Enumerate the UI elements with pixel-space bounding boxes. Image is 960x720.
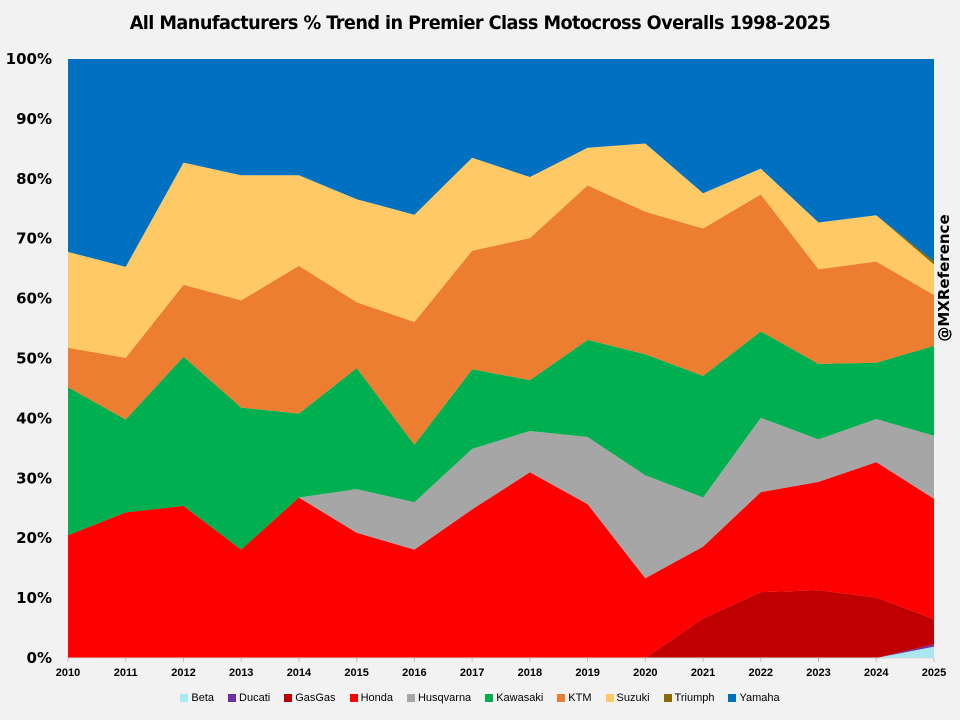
legend-item-suzuki: Suzuki [605,692,650,704]
legend-swatch [605,694,614,702]
x-tick-label: 2013 [229,667,253,679]
area-suzuki [68,143,934,358]
legend-swatch [349,694,358,702]
legend-item-honda: Honda [349,692,393,704]
x-tick-label: 2015 [344,667,368,679]
area-ktm [68,185,934,445]
x-tick-label: 2014 [287,667,312,679]
watermark: @MXReference [935,214,953,342]
legend-label: Kawasaki [496,692,544,704]
legend-item-yamaha: Yamaha [728,692,780,704]
legend-item-gasgas: GasGas [284,692,336,704]
legend-label: Ducati [239,692,271,704]
y-tick-label: 90% [16,110,52,128]
legend-item-triumph: Triumph [663,692,715,704]
x-tick-label: 2025 [922,667,946,679]
legend-item-ducati: Ducati [228,692,270,704]
y-tick-label: 30% [16,469,52,487]
legend-item-ktm: KTM [557,692,592,704]
area-yamaha [68,59,934,267]
x-tick-label: 2016 [402,667,426,679]
area-honda [68,462,934,658]
x-tick-label: 2022 [749,667,773,679]
legend-swatch [406,694,415,702]
y-tick-label: 60% [16,290,52,308]
area-gasgas [68,590,934,658]
legend-label: Yamaha [739,692,780,704]
legend-label: GasGas [295,692,336,704]
legend-item-beta: Beta [180,692,214,704]
y-tick-label: 70% [16,230,52,248]
x-tick-label: 2010 [56,667,80,679]
y-axis-ticks: 0% 10% 20% 30% 40% 50% 60% 70% 80% 90% 100% [6,50,52,667]
x-tick-label: 2011 [114,667,138,679]
legend-swatch [663,694,672,702]
chart-title: All Manufacturers % Trend in Premier Cla… [129,12,831,34]
x-tick-label: 2017 [460,667,484,679]
legend: Beta Ducati GasGas Honda Husqvarna Kawasaki KT… [0,692,960,704]
legend-label: Triumph [674,692,715,704]
x-tick-label: 2023 [806,667,830,679]
legend-label: Honda [360,692,393,704]
area-series-group [68,59,934,658]
legend-swatch [228,694,237,702]
legend-swatch [728,694,737,702]
y-tick-label: 40% [16,409,52,427]
y-tick-label: 0% [27,649,52,667]
legend-swatch [284,694,293,702]
legend-swatch [485,694,494,702]
legend-label: KTM [568,692,592,704]
legend-swatch [180,694,189,702]
x-tick-label: 2012 [171,667,195,679]
x-tick-label: 2020 [633,667,657,679]
legend-label: Suzuki [616,692,650,704]
y-tick-label: 10% [16,589,52,607]
area-kawasaki [68,331,934,550]
area-husqvarna [68,417,934,579]
y-tick-label: 20% [16,529,52,547]
legend-item-kawasaki: Kawasaki [485,692,543,704]
x-tick-label: 2024 [864,667,889,679]
x-tick-label: 2018 [518,667,542,679]
y-tick-label: 80% [16,170,52,188]
x-tick-label: 2019 [575,667,599,679]
legend-label: Beta [191,692,215,704]
y-tick-label: 100% [6,50,52,68]
x-axis: 2010 2011 2012 2013 2014 2015 2016 2017 2018 2019… [56,657,946,679]
x-tick-label: 2021 [691,667,715,679]
legend-swatch [557,694,566,702]
legend-item-husqvarna: Husqvarna [406,692,472,704]
y-tick-label: 50% [16,350,52,368]
legend-label: Husqvarna [417,692,472,704]
